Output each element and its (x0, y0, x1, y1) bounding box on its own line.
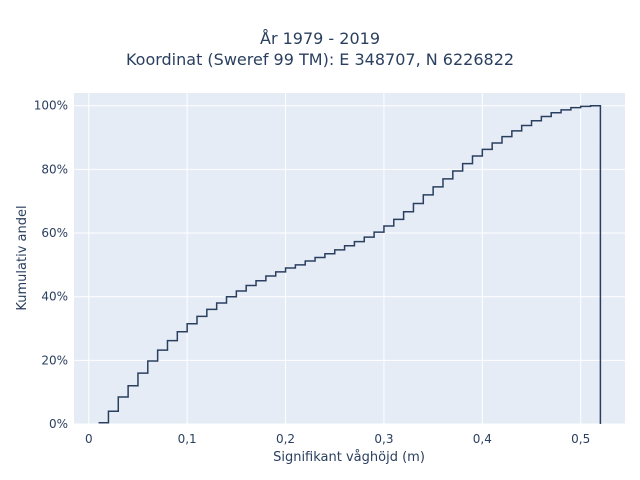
series-line (98, 104, 602, 424)
y-tick-label: 0% (49, 417, 68, 431)
y-tick-label: 60% (41, 226, 68, 240)
y-tick-label: 80% (41, 162, 68, 176)
plot-area (74, 93, 625, 424)
x-tick-label: 0,3 (374, 432, 393, 446)
y-tick-label: 20% (41, 353, 68, 367)
x-tick-label: 0,2 (276, 432, 295, 446)
x-tick-label: 0 (85, 432, 93, 446)
chart-title-line-2: Koordinat (Sweref 99 TM): E 348707, N 62… (125, 50, 515, 69)
y-axis-ticks: 0% 20% 40% 60% 80% 100% (34, 99, 68, 431)
x-tick-label: 0,1 (178, 432, 197, 446)
x-tick-label: 0,5 (571, 432, 590, 446)
y-tick-label: 100% (34, 99, 68, 113)
grid-lines (74, 93, 625, 425)
y-tick-label: 40% (41, 290, 68, 304)
y-axis-label: Kumulativ andel (15, 205, 30, 310)
chart-title-line-1: År 1979 - 2019 (260, 29, 380, 48)
x-axis-ticks: 0 0,1 0,2 0,3 0,4 0,5 (85, 432, 590, 446)
x-axis-label: Signifikant våghöjd (m) (273, 450, 425, 465)
x-tick-label: 0,4 (473, 432, 492, 446)
